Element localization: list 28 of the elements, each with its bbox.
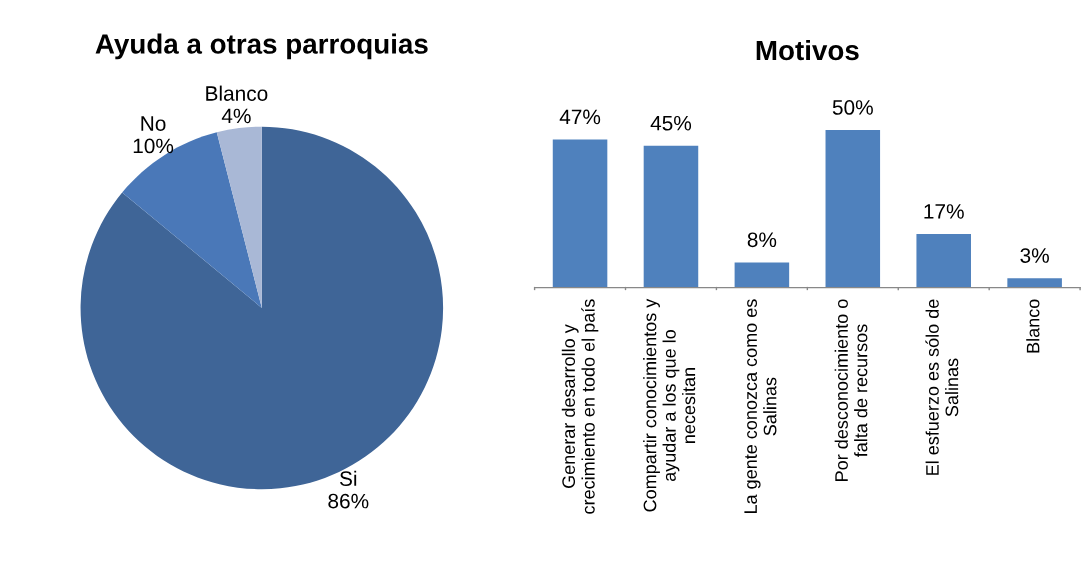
bar bbox=[825, 130, 881, 288]
data-label: 8% bbox=[747, 232, 777, 248]
bar bbox=[734, 262, 790, 288]
x-tick-label: Por desconocimiento o falta de recursos bbox=[834, 299, 868, 481]
data-label: 10% bbox=[133, 138, 174, 154]
data-label: 50% bbox=[832, 100, 873, 115]
data-label: 4% bbox=[221, 108, 251, 124]
slice-label: Blanco bbox=[206, 85, 268, 101]
pie-slice bbox=[216, 126, 262, 308]
data-label: 17% bbox=[924, 204, 964, 219]
bar bbox=[1007, 278, 1062, 288]
bar bbox=[916, 234, 971, 288]
bar bbox=[643, 145, 699, 288]
data-label: 47% bbox=[559, 109, 601, 125]
slice-label: No bbox=[141, 116, 166, 131]
pie-slice bbox=[122, 132, 262, 308]
chart-title: Motivos bbox=[756, 39, 859, 61]
x-tick-label: Blanco bbox=[1026, 299, 1040, 353]
x-tick-label: El esfuerzo es sólo de Salinas bbox=[925, 299, 959, 475]
data-label: 3% bbox=[1020, 248, 1049, 263]
slice-label: Si bbox=[339, 470, 357, 486]
chart-title: Ayuda a otras parroquias bbox=[95, 33, 428, 60]
data-label: 45% bbox=[650, 115, 692, 131]
x-tick-label: La gente conozca como es Salinas bbox=[744, 299, 777, 514]
bar bbox=[552, 139, 608, 288]
x-tick-label: Generar desarrollo y crecimiento en todo el país bbox=[561, 299, 599, 514]
data-label: 86% bbox=[328, 493, 369, 509]
x-tick-label: Compartir conocimientos y ayudar a los que lo necesitan bbox=[643, 298, 696, 512]
